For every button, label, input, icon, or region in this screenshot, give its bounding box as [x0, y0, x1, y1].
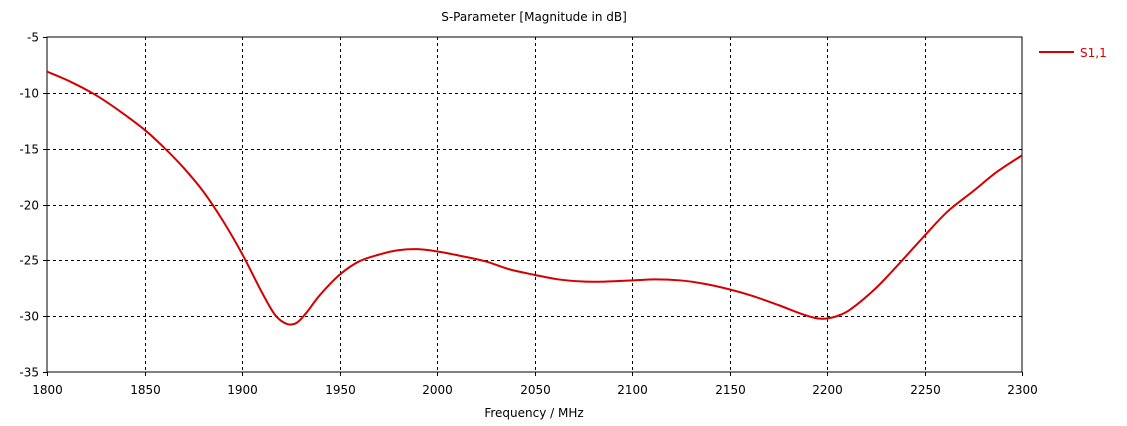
x-tick-label: 2050 [520, 383, 551, 397]
y-tick-label: -20 [19, 199, 39, 213]
y-tick-label: -15 [19, 143, 39, 157]
x-tick-label: 2250 [910, 383, 941, 397]
x-tick-label: 1800 [32, 383, 63, 397]
y-axis-ticks: -5 -10 -15 -20 -25 -30 -35 [19, 31, 47, 380]
x-tick-label: 2150 [715, 383, 746, 397]
legend[interactable]: S1,1 [1039, 46, 1107, 60]
x-tick-label: 2100 [617, 383, 648, 397]
y-tick-label: -25 [19, 254, 39, 268]
x-axis-label: Frequency / MHz [484, 406, 583, 420]
y-tick-label: -10 [19, 87, 39, 101]
series-line-s11 [46, 70, 1023, 326]
y-tick-label: -30 [19, 310, 39, 324]
chart-title: S-Parameter [Magnitude in dB] [441, 10, 627, 24]
legend-label-s11: S1,1 [1080, 46, 1107, 60]
x-axis-ticks: 1800 1850 1900 1950 2000 2050 2100 2150 2200 2250… [32, 372, 1038, 397]
x-tick-label: 1900 [227, 383, 258, 397]
x-tick-label: 2000 [422, 383, 453, 397]
grid [47, 37, 1022, 372]
x-tick-label: 2200 [812, 383, 843, 397]
x-tick-label: 1950 [325, 383, 356, 397]
x-tick-label: 1850 [130, 383, 161, 397]
plot-frame [46, 36, 1023, 373]
y-tick-label: -5 [27, 31, 39, 45]
x-tick-label: 2300 [1007, 383, 1038, 397]
y-tick-label: -35 [19, 366, 39, 380]
series-layer [46, 70, 1023, 326]
